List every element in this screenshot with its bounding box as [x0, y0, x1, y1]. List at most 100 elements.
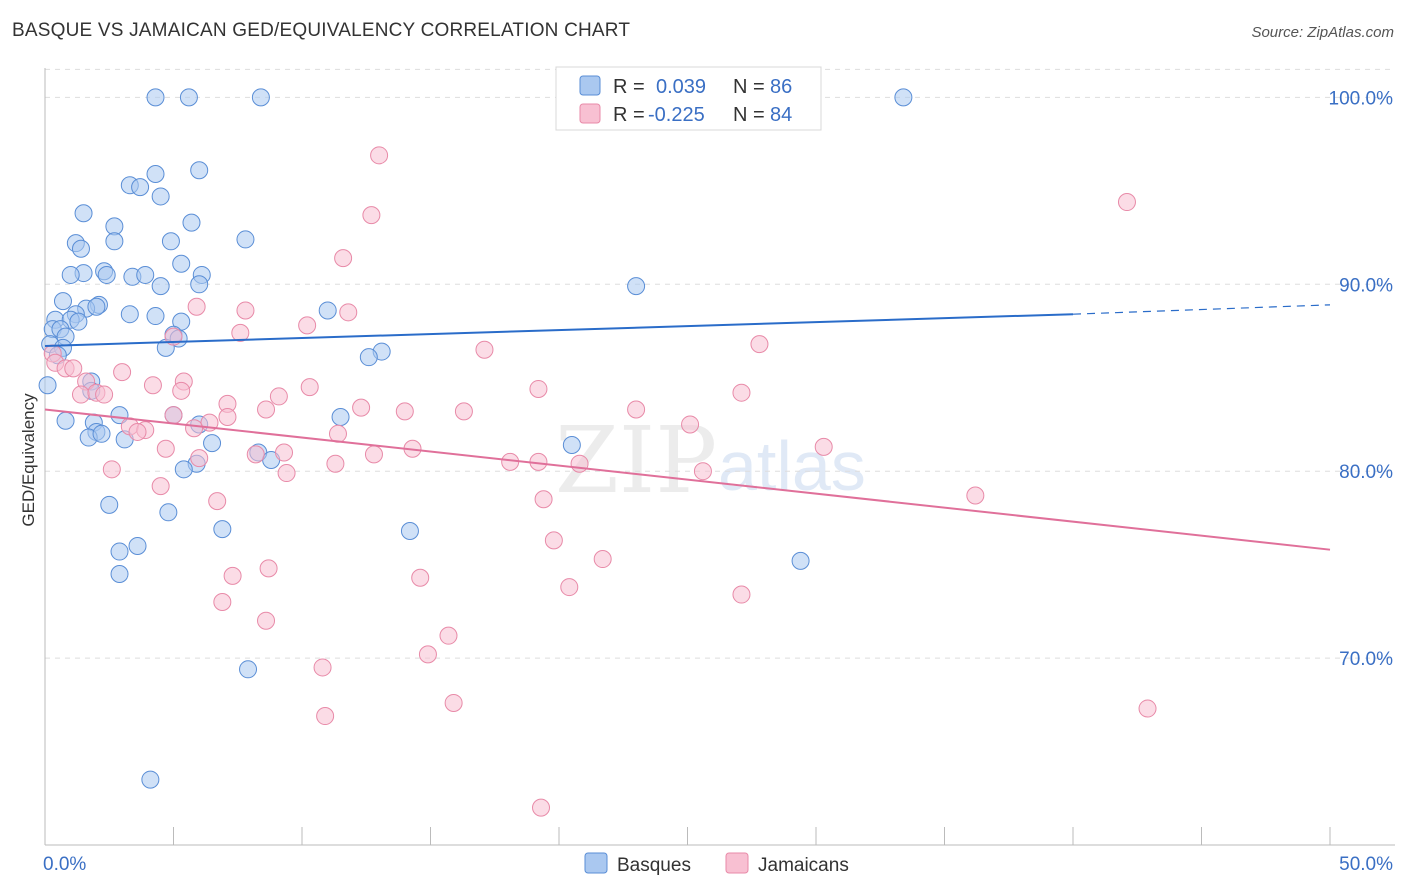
jamaicans-point [395, 402, 414, 421]
basques-point [791, 551, 810, 570]
y-tick-labels: 100.0% 90.0% 80.0% 70.0% [1329, 88, 1394, 670]
jamaicans-point [418, 645, 437, 664]
jamaicans-point [190, 449, 209, 468]
basques-point [120, 305, 139, 324]
jamaicans-point [128, 422, 147, 441]
basques-point [359, 348, 378, 367]
jamaicans-point [693, 462, 712, 481]
jamaicans-point [185, 419, 204, 438]
jamaicans-point [223, 566, 242, 585]
jamaicans-point [328, 424, 347, 443]
legend-r-value-basques: 0.039 [656, 76, 706, 98]
basques-trend-line [44, 313, 1074, 347]
jamaicans-point [439, 626, 458, 645]
jamaicans-point [475, 340, 494, 359]
jamaicans-point [218, 407, 237, 426]
axes [44, 68, 1395, 846]
legend-n-label-basques: N = [733, 76, 765, 98]
jamaicans-point [208, 492, 227, 511]
watermark-atlas: atlas [718, 427, 866, 505]
jamaicans-point [339, 303, 358, 322]
jamaicans-point [246, 445, 265, 464]
basques-point [110, 406, 129, 425]
basques-point [146, 88, 165, 107]
legend-r-value-jamaicans: -0.225 [648, 104, 705, 126]
basques-point [239, 660, 258, 679]
jamaicans-point [681, 415, 700, 434]
jamaicans-point [411, 568, 430, 587]
series-legend: Basques Jamaicans [584, 852, 849, 876]
basques-point [146, 165, 165, 184]
basques-point [894, 88, 913, 107]
series-legend-swatch-basques [584, 852, 608, 874]
basques-point [172, 254, 191, 273]
basques-point [128, 536, 147, 555]
jamaicans-point [257, 611, 276, 630]
basques-point [136, 265, 155, 284]
basques-point [190, 275, 209, 294]
jamaicans-point [71, 385, 90, 404]
legend-swatch-jamaicans [579, 103, 601, 124]
jamaicans-point [313, 658, 332, 677]
jamaicans-point [187, 297, 206, 316]
jamaicans-point [444, 693, 463, 712]
jamaicans-point [334, 249, 353, 268]
legend-swatch-basques [579, 75, 601, 96]
basques-point [400, 522, 419, 540]
jamaicans-point [64, 359, 83, 378]
basques-point [56, 411, 75, 430]
basques-point [203, 434, 222, 453]
jamaicans-point [352, 398, 371, 417]
basques-point [190, 161, 209, 180]
basques-point [131, 178, 150, 197]
jamaicans-point [627, 400, 646, 419]
jamaicans-point [95, 385, 114, 404]
gridlines [45, 68, 1395, 659]
jamaicans-point [275, 443, 294, 462]
jamaicans-point [151, 477, 170, 496]
basques-point [174, 460, 193, 479]
jamaicans-point [560, 578, 579, 597]
basques-point [38, 376, 57, 395]
basques-point [105, 232, 124, 251]
basques-point [71, 239, 90, 258]
basques-point [179, 88, 198, 107]
x-tick-label-end: 50.0% [1339, 854, 1393, 875]
jamaicans-point [259, 559, 278, 578]
jamaicans-trend-line [44, 408, 1331, 551]
basques-point [141, 770, 160, 789]
y-tick-label: 100.0% [1329, 88, 1394, 109]
trend-lines [44, 304, 1331, 551]
jamaicans-point [269, 387, 288, 406]
jamaicans-point [732, 383, 751, 402]
basques-point [151, 187, 170, 206]
legend-n-label-jamaicans: N = [733, 104, 765, 126]
jamaicans-point [529, 379, 548, 398]
jamaicans-point [113, 363, 132, 382]
basques-point [110, 564, 129, 583]
jamaicans-point [1117, 193, 1136, 212]
jamaicans-point [814, 437, 833, 456]
jamaicans-point [236, 301, 255, 320]
basques-points [38, 88, 913, 789]
basques-point [562, 436, 581, 455]
jamaicans-point [257, 400, 276, 419]
jamaicans-point [213, 593, 232, 612]
jamaicans-point [454, 402, 473, 421]
jamaicans-point [326, 454, 345, 473]
jamaicans-point [1138, 699, 1157, 718]
basques-point [182, 213, 201, 232]
jamaicans-point [316, 707, 335, 726]
basques-point [213, 520, 232, 539]
basques-point [251, 88, 270, 107]
basques-point [97, 265, 116, 284]
basques-point [161, 232, 180, 251]
basques-point [53, 292, 72, 311]
basques-point [110, 542, 129, 561]
jamaicans-point [534, 490, 553, 509]
jamaicans-point [156, 439, 175, 458]
jamaicans-point [593, 550, 612, 569]
series-legend-swatch-jamaicans [725, 852, 749, 874]
x-tick-label-start: 0.0% [43, 854, 86, 875]
